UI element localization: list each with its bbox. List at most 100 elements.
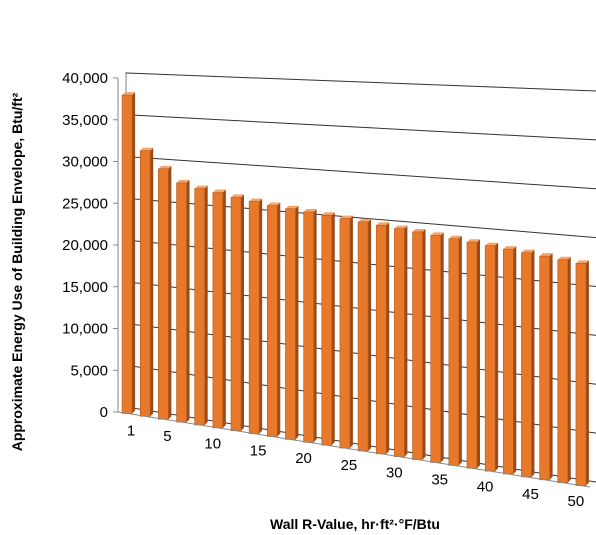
bar-top [539, 253, 553, 257]
bar-side [531, 249, 535, 477]
bar-front [212, 192, 224, 429]
bar-top [358, 218, 372, 222]
x-tick-label: 10 [204, 435, 221, 452]
x-axis-line [117, 411, 591, 488]
bar-front [357, 221, 369, 452]
bar-front [375, 224, 387, 455]
bar-top [485, 242, 499, 246]
y-tick-labels: 0 5,000 10,000 15,000 20,000 25,000 30,000 35,0… [62, 70, 118, 421]
bar-front [267, 205, 278, 437]
bar-front [176, 182, 187, 423]
bar-top [285, 205, 299, 209]
bar [339, 215, 353, 449]
bar-top [249, 198, 263, 202]
bar [285, 205, 299, 440]
bar [357, 218, 372, 452]
bar-front [139, 150, 151, 417]
bar-side [240, 194, 244, 431]
bars [121, 92, 589, 486]
bar [557, 256, 571, 483]
x-tick-label: 5 [163, 428, 171, 445]
y-tick-label: 10,000 [62, 321, 108, 338]
bar [121, 92, 136, 414]
bar-top [575, 260, 589, 264]
bar [430, 232, 444, 463]
bar [176, 179, 190, 423]
bar [194, 185, 208, 426]
x-tick-label: 50 [568, 493, 585, 510]
bar-front [321, 214, 333, 446]
bar-front [194, 188, 205, 426]
bar-top [376, 222, 390, 226]
bar-side [495, 242, 499, 472]
x-tick-label: 40 [477, 479, 494, 496]
bar-side [277, 202, 281, 437]
bar-front [158, 168, 169, 420]
y-axis-label: Approximate Energy Use of Building Envel… [9, 92, 25, 451]
bar [484, 242, 499, 472]
bar-front [521, 252, 532, 478]
bar-front [484, 245, 496, 472]
bar [575, 260, 589, 486]
bar-front [121, 94, 133, 414]
bar-side [458, 235, 462, 466]
bar-side [150, 147, 154, 417]
bar [248, 198, 263, 434]
bar-top [503, 246, 517, 250]
x-tick-label: 15 [250, 443, 267, 460]
bar-top [557, 256, 571, 260]
bar-side [386, 222, 390, 454]
bar-front [412, 231, 423, 460]
bar-top [339, 215, 353, 219]
y-tick-label: 5,000 [70, 362, 108, 379]
bar-top [303, 209, 317, 213]
bar-top [158, 165, 172, 169]
bar [375, 222, 390, 455]
bar [230, 194, 244, 432]
bar-side [313, 209, 317, 443]
bar [321, 212, 335, 446]
bar-front [285, 208, 296, 440]
bar-top [412, 228, 426, 232]
x-tick-label: 35 [431, 471, 448, 488]
y-tick-label: 0 [100, 404, 108, 421]
bar [412, 228, 426, 460]
bar [139, 147, 154, 417]
x-tick-label: 25 [341, 457, 358, 474]
bar-front [575, 263, 587, 486]
bar-top [430, 232, 444, 236]
bar-side [222, 189, 226, 428]
y-tick-label: 30,000 [62, 154, 108, 171]
bar-top [212, 189, 226, 193]
bar [466, 239, 480, 469]
bar [503, 246, 517, 475]
bar-top [321, 212, 335, 216]
bar-front [303, 211, 314, 443]
y-tick-label: 35,000 [62, 112, 108, 129]
bar [539, 253, 553, 481]
bar-side [368, 218, 372, 451]
bar-front [539, 255, 550, 481]
bar-side [549, 253, 553, 480]
bar-side [295, 205, 299, 440]
bar-top [467, 239, 480, 243]
bar-front [448, 238, 460, 466]
x-tick-label: 1 [127, 422, 135, 439]
bar [394, 225, 408, 458]
bar-side [168, 165, 172, 420]
bar-top [194, 185, 208, 189]
x-tick-label: 45 [522, 486, 539, 503]
bar-side [186, 179, 190, 423]
bar-front [248, 201, 260, 434]
bar-front [230, 197, 242, 432]
bar-side [132, 92, 136, 414]
bar [212, 189, 226, 429]
gridline [125, 114, 596, 141]
bar-front [557, 259, 569, 483]
bar-front [466, 241, 478, 469]
bar-side [331, 212, 335, 446]
y-tick-label: 20,000 [62, 237, 108, 254]
x-tick-labels: 1 5 10 15 20 25 30 35 40 45 50 [127, 422, 584, 510]
bar [267, 202, 281, 437]
bar-front [503, 248, 514, 475]
